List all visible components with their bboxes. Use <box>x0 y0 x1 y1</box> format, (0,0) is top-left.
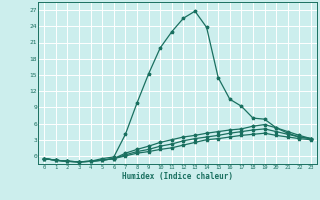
X-axis label: Humidex (Indice chaleur): Humidex (Indice chaleur) <box>122 172 233 181</box>
